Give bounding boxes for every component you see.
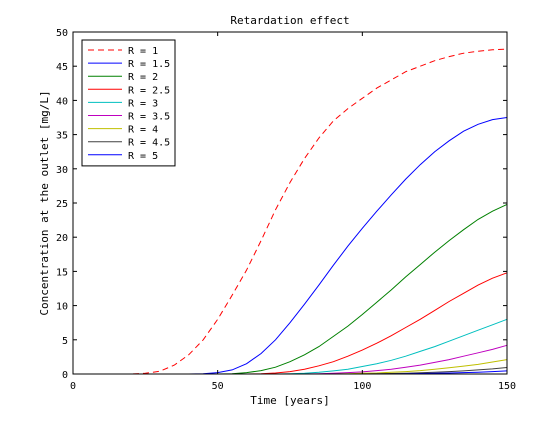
y-tick-label: 45 bbox=[56, 62, 68, 73]
legend-label-5: R = 3 bbox=[128, 98, 158, 109]
y-tick-label: 50 bbox=[56, 28, 68, 39]
legend-label-4: R = 2.5 bbox=[128, 85, 170, 96]
y-tick-label: 30 bbox=[56, 165, 68, 176]
y-tick-label: 10 bbox=[56, 302, 68, 313]
series-line-5 bbox=[73, 318, 508, 375]
x-tick-label: 50 bbox=[212, 381, 224, 392]
legend-label-1: R = 1 bbox=[128, 46, 158, 57]
y-tick-label: 40 bbox=[56, 96, 68, 107]
legend-label-2: R = 1.5 bbox=[128, 59, 170, 70]
x-tick-label: 100 bbox=[353, 381, 371, 392]
legend-label-7: R = 4 bbox=[128, 125, 158, 136]
series-line-6 bbox=[73, 344, 508, 375]
y-tick-label: 35 bbox=[56, 131, 68, 142]
legend-label-6: R = 3.5 bbox=[128, 112, 170, 123]
legend-label-9: R = 5 bbox=[128, 151, 158, 162]
legend: R = 1 R = 1.5 R = 2 R = 2.5 R = 3 R = 3.5 R = … bbox=[81, 39, 176, 167]
chart-title: Retardation effect bbox=[230, 14, 349, 27]
y-tick-label: 20 bbox=[56, 233, 68, 244]
legend-label-8: R = 4.5 bbox=[128, 138, 170, 149]
y-axis-label: Concentration at the outlet [mg/L] bbox=[38, 90, 51, 315]
x-axis-label: Time [years] bbox=[250, 394, 329, 407]
ticks-layer: 0 50 100 150 0 5 10 15 20 25 30 35 40 45 50 bbox=[56, 28, 516, 392]
y-tick-label: 25 bbox=[56, 199, 68, 210]
x-tick-label: 150 bbox=[498, 381, 516, 392]
legend-label-3: R = 2 bbox=[128, 72, 158, 83]
legend-box bbox=[81, 39, 176, 167]
series-line-1 bbox=[73, 48, 508, 375]
series-line-3 bbox=[73, 203, 508, 375]
y-tick-label: 15 bbox=[56, 267, 68, 278]
x-tick-label: 0 bbox=[70, 381, 76, 392]
y-tick-label: 5 bbox=[62, 336, 68, 347]
y-tick-label: 0 bbox=[62, 370, 68, 381]
